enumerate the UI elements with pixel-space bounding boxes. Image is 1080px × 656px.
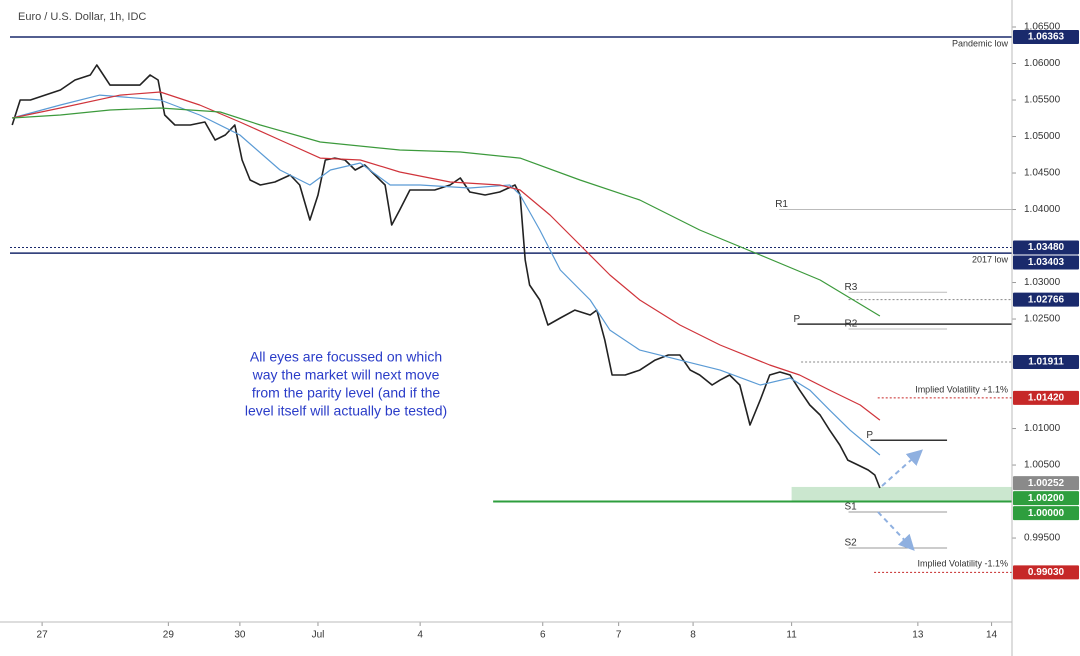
price-tag-box — [1013, 476, 1079, 491]
y-tick-label: 1.05500 — [1024, 95, 1061, 106]
moving-average — [12, 94, 881, 456]
price-tag-box — [1013, 390, 1079, 405]
x-tick-label: 30 — [234, 630, 246, 641]
price-line — [11, 64, 881, 489]
x-tick-label: 13 — [912, 630, 924, 641]
y-tick-label: 1.00500 — [1024, 460, 1061, 471]
annotation: from the parity level (and if the — [252, 385, 441, 401]
x-tick-label: 27 — [37, 630, 49, 641]
price-tag-label: 1.00200 — [1028, 493, 1065, 504]
price-tag-label: 1.01911 — [1028, 357, 1064, 368]
price-tag-box — [1013, 292, 1079, 307]
y-tick-label: 1.04500 — [1024, 168, 1061, 179]
y-tick-label: 1.05000 — [1024, 131, 1061, 142]
price-tag-label: 1.03480 — [1028, 242, 1065, 253]
price-tag: 1.01420 — [1013, 390, 1079, 405]
price-tag: 1.00000 — [1013, 506, 1079, 521]
pivot-label: P — [866, 430, 873, 441]
annotation: level itself will actually be tested) — [245, 403, 447, 419]
price-tag-box — [1013, 355, 1079, 370]
x-tick-label: 11 — [786, 630, 797, 641]
price-tag: 1.01911 — [1013, 355, 1079, 370]
pivot-label: R2 — [845, 319, 858, 330]
price-tag: 0.99030 — [1013, 565, 1079, 580]
price-tag: 1.06363 — [1013, 30, 1079, 45]
support-zone — [791, 486, 1012, 502]
y-tick-label: 1.06000 — [1024, 58, 1061, 69]
x-tick-label: 29 — [163, 630, 175, 641]
price-tag-label: 1.06363 — [1028, 32, 1065, 43]
pivot-label: R1 — [775, 199, 788, 210]
price-tag-box — [1013, 240, 1079, 255]
level-label: Implied Volatility -1.1% — [917, 559, 1008, 569]
y-tick-label: 0.99500 — [1024, 533, 1061, 544]
price-tag: 1.00252 — [1013, 476, 1079, 491]
y-tick-label: 1.01000 — [1024, 423, 1061, 434]
x-tick-label: Jul — [312, 630, 325, 641]
price-tag: 1.02766 — [1013, 292, 1079, 307]
price-tag-label: 1.00000 — [1028, 508, 1065, 519]
price-tag-label: 1.02766 — [1028, 294, 1065, 305]
price-tag-box — [1013, 565, 1079, 580]
price-tag-label: 0.99030 — [1028, 567, 1065, 578]
y-tick-label: 1.04000 — [1024, 204, 1061, 215]
pivot-label: R3 — [845, 282, 858, 293]
x-tick-label: 14 — [986, 630, 998, 641]
y-tick-label: 1.02500 — [1024, 314, 1061, 325]
price-tag-label: 1.01420 — [1028, 393, 1065, 404]
pivot-label: S2 — [845, 538, 858, 549]
level-label: Pandemic low — [952, 38, 1009, 48]
x-tick-label: 4 — [417, 630, 423, 641]
pivot-label: S1 — [845, 502, 858, 513]
price-tag-box — [1013, 506, 1079, 521]
price-tag-label: 1.00252 — [1028, 478, 1065, 489]
price-tag-box — [1013, 255, 1079, 270]
x-tick-label: 6 — [540, 630, 546, 641]
y-tick-label: 1.06500 — [1024, 22, 1061, 33]
annotation: All eyes are focussed on which — [250, 349, 442, 365]
price-tag-box — [1013, 30, 1079, 45]
y-tick-label: 1.03000 — [1024, 277, 1061, 288]
level-label: 2017 low — [972, 254, 1009, 264]
moving-average — [12, 91, 881, 421]
price-tag: 1.03403 — [1013, 255, 1079, 270]
annotation: way the market will next move — [252, 367, 440, 383]
moving-average — [12, 107, 881, 317]
chart-title: Euro / U.S. Dollar, 1h, IDC — [18, 11, 146, 23]
x-tick-label: 7 — [616, 630, 622, 641]
level-label: Implied Volatility +1.1% — [915, 384, 1008, 394]
price-tag-box — [1013, 491, 1079, 506]
pivot-label: P — [793, 314, 800, 325]
x-tick-label: 8 — [690, 630, 696, 641]
price-tag-label: 1.03403 — [1028, 257, 1065, 268]
plot-layer: 1.06500 1.06000 1.05500 1.05000 1.04500 1.040… — [10, 22, 1061, 641]
price-tag: 1.00200 — [1013, 491, 1079, 506]
price-tag: 1.03480 — [1013, 240, 1079, 255]
